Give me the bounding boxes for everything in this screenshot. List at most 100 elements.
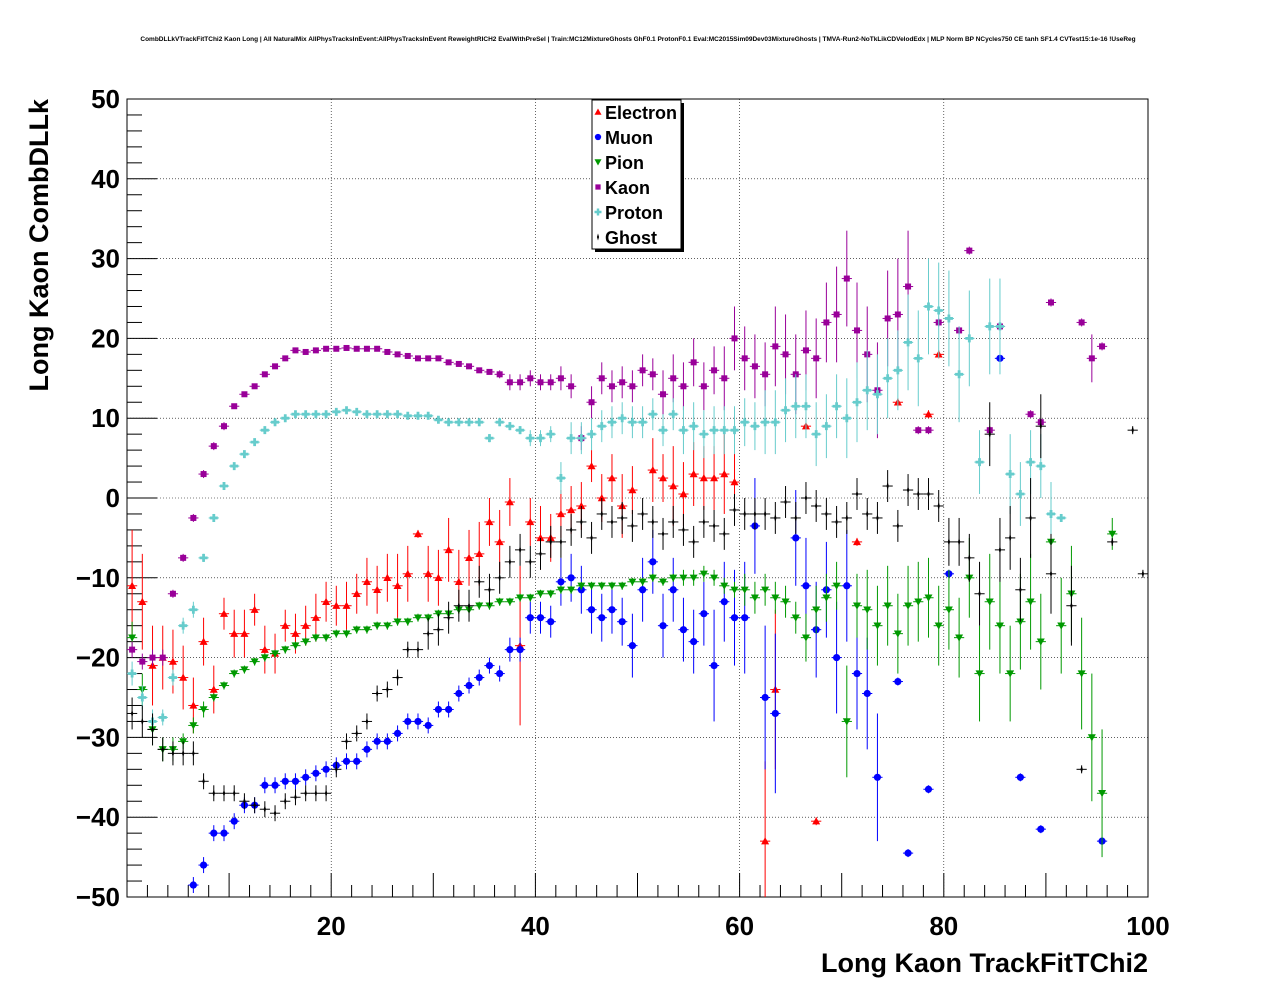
data-point-muon [494,665,505,682]
data-point-muon [484,657,495,674]
data-point-muon [555,557,567,606]
data-point-ghost [474,565,485,598]
data-point-pion [555,585,567,594]
x-tick-label: 60 [725,911,754,941]
data-point-ghost [555,525,567,558]
data-point-ghost [811,490,822,522]
data-point-muon [361,741,373,758]
data-point-kaon [290,347,301,354]
data-point-kaon [402,352,413,359]
data-point-pion [474,601,485,610]
data-point-ghost [331,761,342,778]
y-tick-label: −50 [76,882,120,912]
data-point-proton [249,438,260,447]
data-point-kaon [147,649,158,666]
data-point-pion [545,589,556,598]
y-tick-label: 10 [91,403,120,433]
data-point-pion [1025,553,1036,650]
data-point-electron [443,517,454,582]
data-point-pion [331,629,342,638]
data-point-kaon [586,386,597,419]
data-point-muon [545,605,556,638]
data-point-ghost [760,498,771,530]
data-point-electron [923,410,934,419]
data-point-proton [484,434,495,443]
x-tick-label: 100 [1126,911,1169,941]
data-point-ghost [1045,533,1057,614]
data-point-ghost [851,478,863,510]
data-point-pion [341,629,352,638]
data-point-ghost [1005,505,1016,570]
data-point-proton [770,390,781,455]
data-point-kaon [1096,342,1108,351]
data-point-proton [739,398,750,447]
data-point-kaon [535,374,546,391]
data-point-ghost [933,490,944,522]
data-point-ghost [964,533,975,582]
data-point-proton [361,410,373,419]
data-point-ghost [586,521,597,554]
y-tick-label: −20 [76,643,120,673]
x-tick-label: 80 [929,911,958,941]
data-point-muon [290,773,301,790]
data-point-muon [831,601,842,714]
series-pion [127,494,1118,858]
data-point-proton [811,402,822,467]
data-point-proton [923,258,934,355]
data-point-muon [535,601,546,634]
data-point-proton [494,418,505,427]
y-tick-label: 40 [91,164,120,194]
data-point-proton [566,422,577,455]
data-point-ghost [514,533,526,566]
data-point-proton [525,430,536,447]
data-point-pion [627,577,638,586]
data-point-ghost [954,517,965,566]
data-point-proton [504,422,515,431]
data-point-electron [351,573,362,614]
data-point-kaon [923,426,934,435]
data-point-muon [351,753,362,770]
data-point-kaon [514,374,526,391]
data-point-ghost [198,773,209,790]
data-point-proton [719,406,730,455]
data-point-ghost [157,737,168,762]
data-point-pion [198,701,209,718]
data-point-pion [596,581,607,590]
data-point-proton [514,426,526,435]
data-point-ghost [504,545,515,578]
data-point-electron [708,446,720,510]
data-point-electron [208,665,219,714]
data-point-kaon [382,348,393,355]
data-point-muon [902,849,914,858]
data-point-electron [392,553,403,618]
data-point-kaon [1025,410,1036,419]
data-point-pion [984,553,995,650]
data-point-pion [280,645,291,654]
data-point-ghost [943,517,955,566]
data-point-kaon [545,374,556,391]
legend-item-ghost: Ghost [596,228,657,248]
data-point-electron [372,565,383,614]
data-point-ghost [1127,426,1138,435]
data-point-ghost [484,573,495,606]
data-point-ghost [525,545,536,578]
data-point-muon [1015,773,1026,782]
data-point-pion [821,573,832,622]
data-point-ghost [545,525,556,558]
data-point-pion [576,581,587,590]
data-point-kaon [566,374,577,399]
data-point-ghost [739,498,750,530]
legend-item-muon: Muon [594,128,653,148]
data-point-ghost [361,713,373,730]
data-point-pion [300,637,311,646]
data-point-pion [954,597,965,678]
data-point-muon [617,597,628,646]
data-point-kaon [739,326,750,391]
data-point-ghost [841,501,852,534]
data-point-ghost [729,494,740,526]
data-point-kaon [688,338,699,387]
data-point-ghost [229,785,240,802]
data-point-electron [412,529,424,538]
data-point-pion [831,561,842,610]
data-point-kaon [188,513,199,522]
